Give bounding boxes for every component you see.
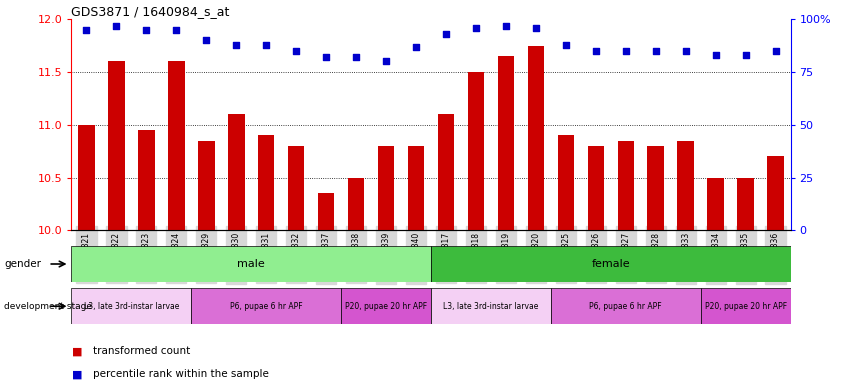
Point	[589, 48, 602, 54]
Text: ■: ■	[71, 346, 82, 356]
Bar	[617, 141, 634, 230]
Bar	[191, 288, 341, 324]
Text: GDS3871 / 1640984_s_at: GDS3871 / 1640984_s_at	[71, 5, 230, 18]
Point	[230, 41, 243, 48]
Bar	[551, 288, 701, 324]
Text: ■: ■	[71, 369, 82, 379]
Point	[529, 25, 542, 31]
Point	[80, 27, 93, 33]
Bar	[348, 177, 364, 230]
Point	[500, 23, 513, 29]
Bar	[258, 135, 274, 230]
Text: L3, late 3rd-instar larvae: L3, late 3rd-instar larvae	[84, 302, 179, 311]
Point	[260, 41, 273, 48]
Bar	[738, 177, 754, 230]
Bar	[678, 141, 694, 230]
Point	[769, 48, 782, 54]
Bar	[378, 146, 394, 230]
Point	[170, 27, 183, 33]
Bar	[198, 141, 214, 230]
Point	[469, 25, 483, 31]
Bar	[648, 146, 664, 230]
Text: development stage: development stage	[4, 302, 93, 311]
Point	[410, 44, 423, 50]
Text: P20, pupae 20 hr APF: P20, pupae 20 hr APF	[345, 302, 427, 311]
Point	[140, 27, 153, 33]
Bar	[438, 114, 454, 230]
Bar	[498, 56, 514, 230]
Point	[679, 48, 692, 54]
Point	[439, 31, 452, 37]
Bar	[341, 288, 431, 324]
Point	[109, 23, 123, 29]
Bar	[228, 114, 245, 230]
Bar	[431, 288, 551, 324]
Bar	[408, 146, 424, 230]
Text: male: male	[237, 259, 265, 269]
Point	[619, 48, 632, 54]
Point	[289, 48, 303, 54]
Bar	[108, 61, 124, 230]
Text: P6, pupae 6 hr APF: P6, pupae 6 hr APF	[590, 302, 662, 311]
Point	[739, 52, 753, 58]
Point	[349, 54, 362, 60]
Bar	[288, 146, 304, 230]
Bar	[71, 246, 431, 282]
Bar	[701, 288, 791, 324]
Bar	[168, 61, 184, 230]
Text: transformed count: transformed count	[93, 346, 190, 356]
Bar	[527, 46, 544, 230]
Bar	[588, 146, 604, 230]
Text: percentile rank within the sample: percentile rank within the sample	[93, 369, 268, 379]
Bar	[318, 194, 335, 230]
Point	[199, 37, 213, 43]
Bar	[767, 157, 784, 230]
Point	[649, 48, 663, 54]
Text: female: female	[591, 259, 630, 269]
Point	[379, 58, 393, 65]
Text: P20, pupae 20 hr APF: P20, pupae 20 hr APF	[705, 302, 786, 311]
Text: L3, late 3rd-instar larvae: L3, late 3rd-instar larvae	[443, 302, 538, 311]
Bar	[431, 246, 791, 282]
Text: P6, pupae 6 hr APF: P6, pupae 6 hr APF	[230, 302, 303, 311]
Bar	[468, 72, 484, 230]
Point	[709, 52, 722, 58]
Bar	[78, 125, 95, 230]
Point	[320, 54, 333, 60]
Bar	[707, 177, 724, 230]
Bar	[138, 130, 155, 230]
Text: gender: gender	[4, 259, 41, 269]
Bar	[71, 288, 191, 324]
Bar	[558, 135, 574, 230]
Point	[559, 41, 573, 48]
